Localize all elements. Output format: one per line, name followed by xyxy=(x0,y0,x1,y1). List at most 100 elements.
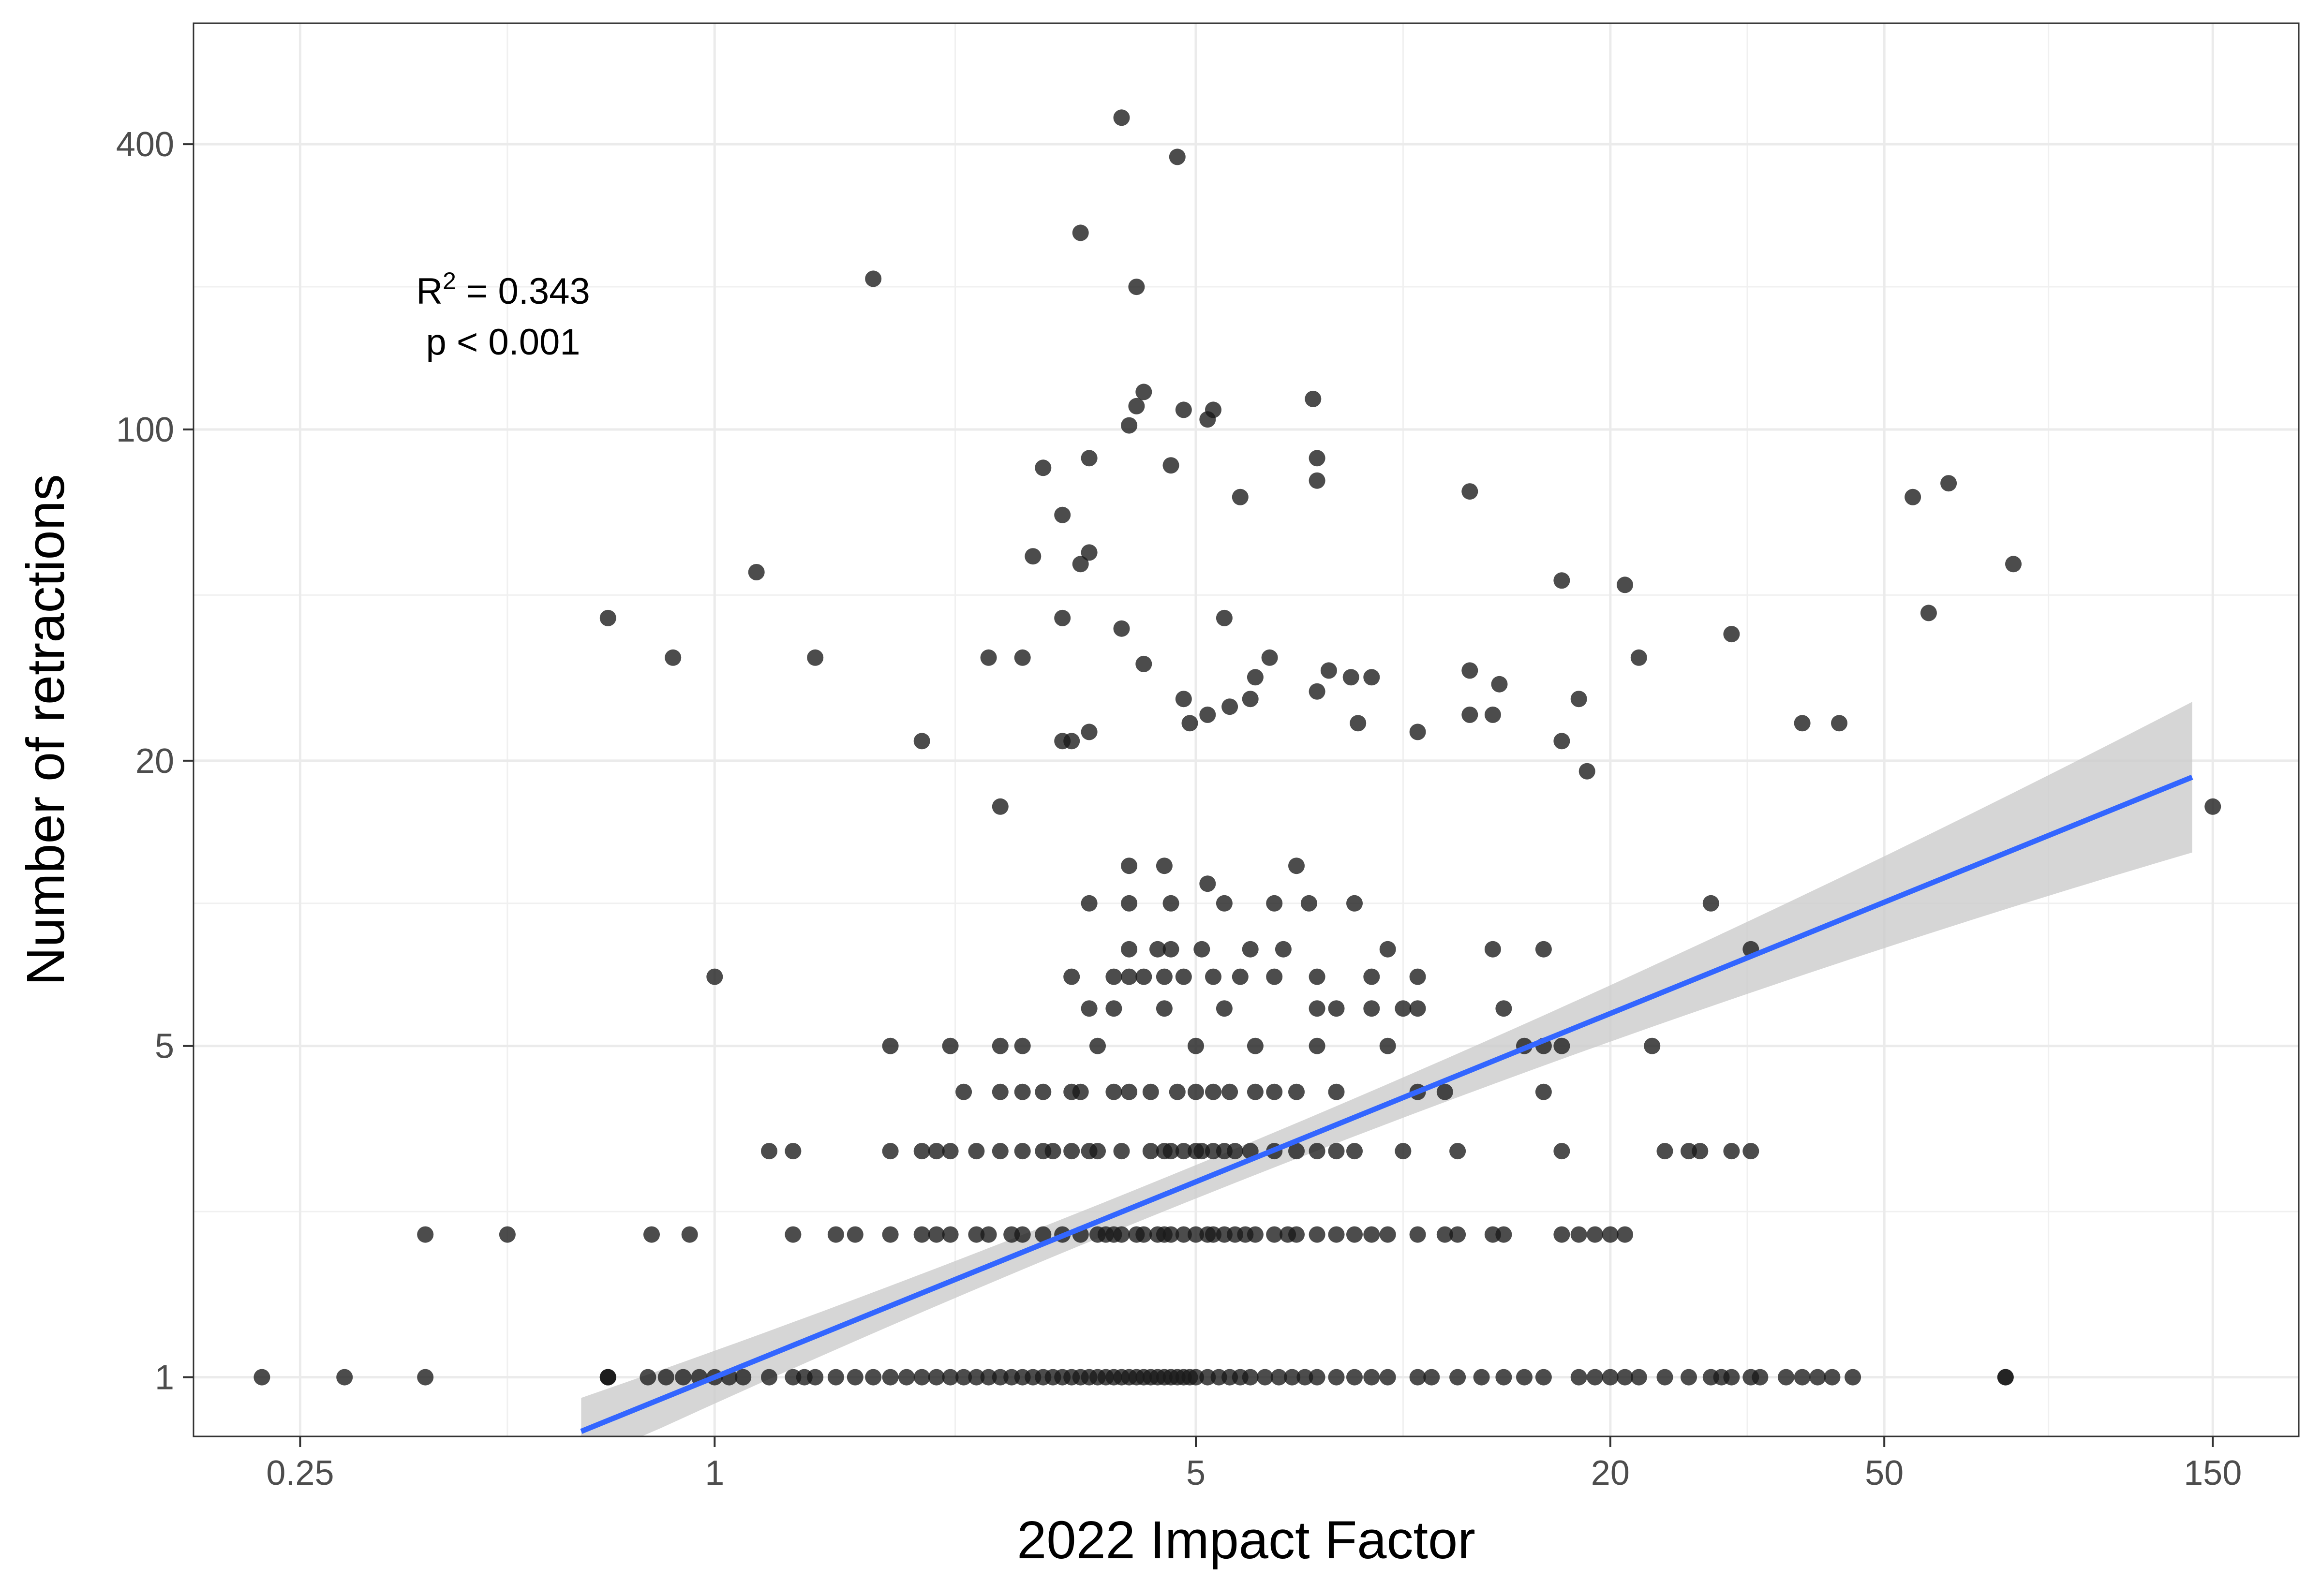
data-point xyxy=(1288,1226,1305,1243)
data-point xyxy=(599,609,616,626)
y-tick-label: 1 xyxy=(155,1359,174,1397)
data-point xyxy=(1135,1226,1152,1243)
data-point xyxy=(1014,649,1031,666)
data-points xyxy=(253,109,2221,1386)
data-point xyxy=(665,649,682,666)
data-point xyxy=(955,1083,972,1100)
data-point xyxy=(1692,1143,1709,1160)
data-point xyxy=(1379,1369,1396,1386)
data-point xyxy=(1723,1369,1740,1386)
grid-major xyxy=(194,23,2299,1436)
confidence-band xyxy=(581,702,2192,1436)
data-point xyxy=(1156,857,1173,874)
data-point xyxy=(706,968,723,985)
p-value-annotation: p < 0.001 xyxy=(426,322,580,363)
data-point xyxy=(657,1369,674,1386)
data-point xyxy=(1363,968,1380,985)
data-point xyxy=(882,1369,899,1386)
y-tick-label: 400 xyxy=(116,125,174,164)
data-point xyxy=(1516,1369,1533,1386)
data-point xyxy=(865,270,882,287)
plot-panel xyxy=(194,23,2299,1436)
data-point xyxy=(1256,1369,1273,1386)
data-point xyxy=(1113,620,1130,637)
data-point xyxy=(1242,691,1259,708)
data-point xyxy=(1081,724,1098,740)
data-point xyxy=(955,1369,972,1386)
data-point xyxy=(1320,662,1337,679)
data-point xyxy=(1242,1369,1259,1386)
data-point xyxy=(928,1143,945,1160)
data-point xyxy=(1054,506,1071,523)
data-point xyxy=(1553,1143,1570,1160)
data-point xyxy=(1346,895,1363,912)
data-point xyxy=(807,649,824,666)
data-point xyxy=(1681,1369,1697,1386)
data-point xyxy=(1175,401,1192,418)
data-point xyxy=(1121,417,1138,434)
data-point xyxy=(1484,706,1501,723)
data-point xyxy=(1449,1369,1466,1386)
data-point xyxy=(1081,544,1098,561)
data-point xyxy=(992,1143,1009,1160)
data-point xyxy=(1794,715,1811,732)
data-point xyxy=(1014,1143,1031,1160)
data-point xyxy=(882,1037,899,1054)
data-point xyxy=(1162,457,1179,474)
data-point xyxy=(1205,968,1221,985)
data-point xyxy=(1221,698,1238,715)
data-point xyxy=(1656,1369,1673,1386)
data-point xyxy=(827,1369,844,1386)
data-point xyxy=(1495,1226,1512,1243)
data-point xyxy=(1328,1083,1345,1100)
data-point xyxy=(1309,1000,1325,1017)
data-point xyxy=(1275,941,1292,958)
data-point xyxy=(1035,459,1052,476)
y-axis-ticks: 1 5 20 100 400 xyxy=(116,125,194,1397)
data-point xyxy=(928,1369,945,1386)
data-point xyxy=(1035,1226,1052,1243)
data-point xyxy=(1072,224,1089,241)
data-point xyxy=(992,798,1009,815)
data-point xyxy=(1199,1369,1216,1386)
data-point xyxy=(1247,1083,1264,1100)
data-point xyxy=(1162,1226,1179,1243)
data-point xyxy=(1309,683,1325,700)
data-point xyxy=(1905,488,1921,505)
data-point xyxy=(1644,1037,1661,1054)
data-point xyxy=(1309,1369,1325,1386)
data-point xyxy=(1162,941,1179,958)
data-point xyxy=(1379,1226,1396,1243)
plot-border xyxy=(193,22,2300,1437)
data-point xyxy=(1188,1037,1204,1054)
data-point xyxy=(1188,1083,1204,1100)
data-point xyxy=(1149,941,1166,958)
data-point xyxy=(1570,1369,1587,1386)
data-point xyxy=(1199,706,1216,723)
data-point xyxy=(928,1226,945,1243)
data-point xyxy=(1216,609,1233,626)
data-point xyxy=(1014,1083,1031,1100)
data-point xyxy=(1342,669,1359,686)
x-axis-ticks: 0.25 1 5 20 50 150 xyxy=(266,1436,2242,1493)
data-point xyxy=(1602,1226,1619,1243)
data-point xyxy=(1175,1226,1192,1243)
data-point xyxy=(1296,1369,1313,1386)
data-point xyxy=(336,1369,353,1386)
data-point xyxy=(1142,1083,1159,1100)
data-point xyxy=(1495,1369,1512,1386)
data-point xyxy=(847,1369,863,1386)
data-point xyxy=(1247,1226,1264,1243)
regression-line xyxy=(580,774,2193,1434)
data-point xyxy=(1809,1369,1826,1386)
data-point xyxy=(1656,1143,1673,1160)
data-point xyxy=(1363,1000,1380,1017)
data-point xyxy=(1423,1369,1440,1386)
data-point xyxy=(882,1143,899,1160)
x-tick-label: 50 xyxy=(1865,1454,1904,1493)
data-point xyxy=(1409,1226,1426,1243)
data-point xyxy=(913,1369,930,1386)
data-point xyxy=(675,1369,692,1386)
data-point xyxy=(1553,733,1570,750)
data-point xyxy=(1072,1083,1089,1100)
